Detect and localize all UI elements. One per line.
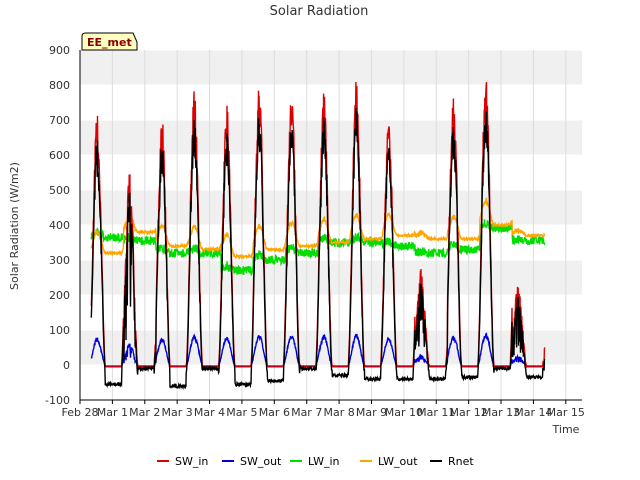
x-tick-label: Mar 8	[323, 406, 354, 419]
y-tick-label: 100	[49, 324, 70, 337]
x-tick-label: Mar 10	[385, 406, 423, 419]
x-tick-label: Mar 12	[450, 406, 488, 419]
background-band	[80, 50, 582, 85]
legend-label-SW_out: SW_out	[240, 455, 282, 468]
x-tick-label: Mar 11	[417, 406, 455, 419]
y-tick-label: 700	[49, 114, 70, 127]
chart-title: Solar Radiation	[270, 4, 369, 19]
x-tick-label: Mar 14	[514, 406, 552, 419]
x-tick-label: Mar 7	[291, 406, 322, 419]
y-tick-label: 300	[49, 254, 70, 267]
legend-label-Rnet: Rnet	[448, 455, 474, 468]
legend: SW_in SW_out LW_in LW_out Rnet	[157, 455, 474, 468]
x-tick-label: Feb 28	[62, 406, 99, 419]
x-tick-label: Mar 3	[162, 406, 193, 419]
series-line-Rnet	[90, 108, 546, 391]
background-band	[80, 260, 582, 295]
x-axis-label: Time	[552, 423, 580, 436]
y-tick-label: 500	[49, 184, 70, 197]
site-label-box: EE_met	[81, 32, 138, 51]
series-line-LW_out	[90, 197, 546, 261]
background-band	[80, 190, 582, 225]
y-tick-label: -100	[45, 394, 70, 407]
y-axis-label: Solar Radiation (W/m2)	[8, 162, 21, 290]
y-tick-label: 800	[49, 79, 70, 92]
y-tick-label: 600	[49, 149, 70, 162]
series-layer	[90, 81, 546, 391]
legend-label-LW_in: LW_in	[308, 455, 340, 468]
x-tick-label: Mar 13	[482, 406, 520, 419]
x-tick-label: Mar 9	[356, 406, 387, 419]
background-band	[80, 120, 582, 155]
legend-label-LW_out: LW_out	[378, 455, 418, 468]
y-tick-label: 0	[63, 359, 70, 372]
site-label: EE_met	[87, 36, 132, 49]
x-tick-label: Mar 4	[194, 406, 225, 419]
y-tick-label: 900	[49, 44, 70, 57]
x-tick-label: Mar 15	[547, 406, 585, 419]
x-tick-label: Mar 1	[97, 406, 128, 419]
legend-label-SW_in: SW_in	[175, 455, 208, 468]
x-tick-label: Mar 2	[129, 406, 160, 419]
background-bands	[80, 50, 582, 365]
y-tick-label: 400	[49, 219, 70, 232]
x-tick-label: Mar 6	[259, 406, 290, 419]
y-tick-label: 200	[49, 289, 70, 302]
x-tick-label: Mar 5	[226, 406, 257, 419]
